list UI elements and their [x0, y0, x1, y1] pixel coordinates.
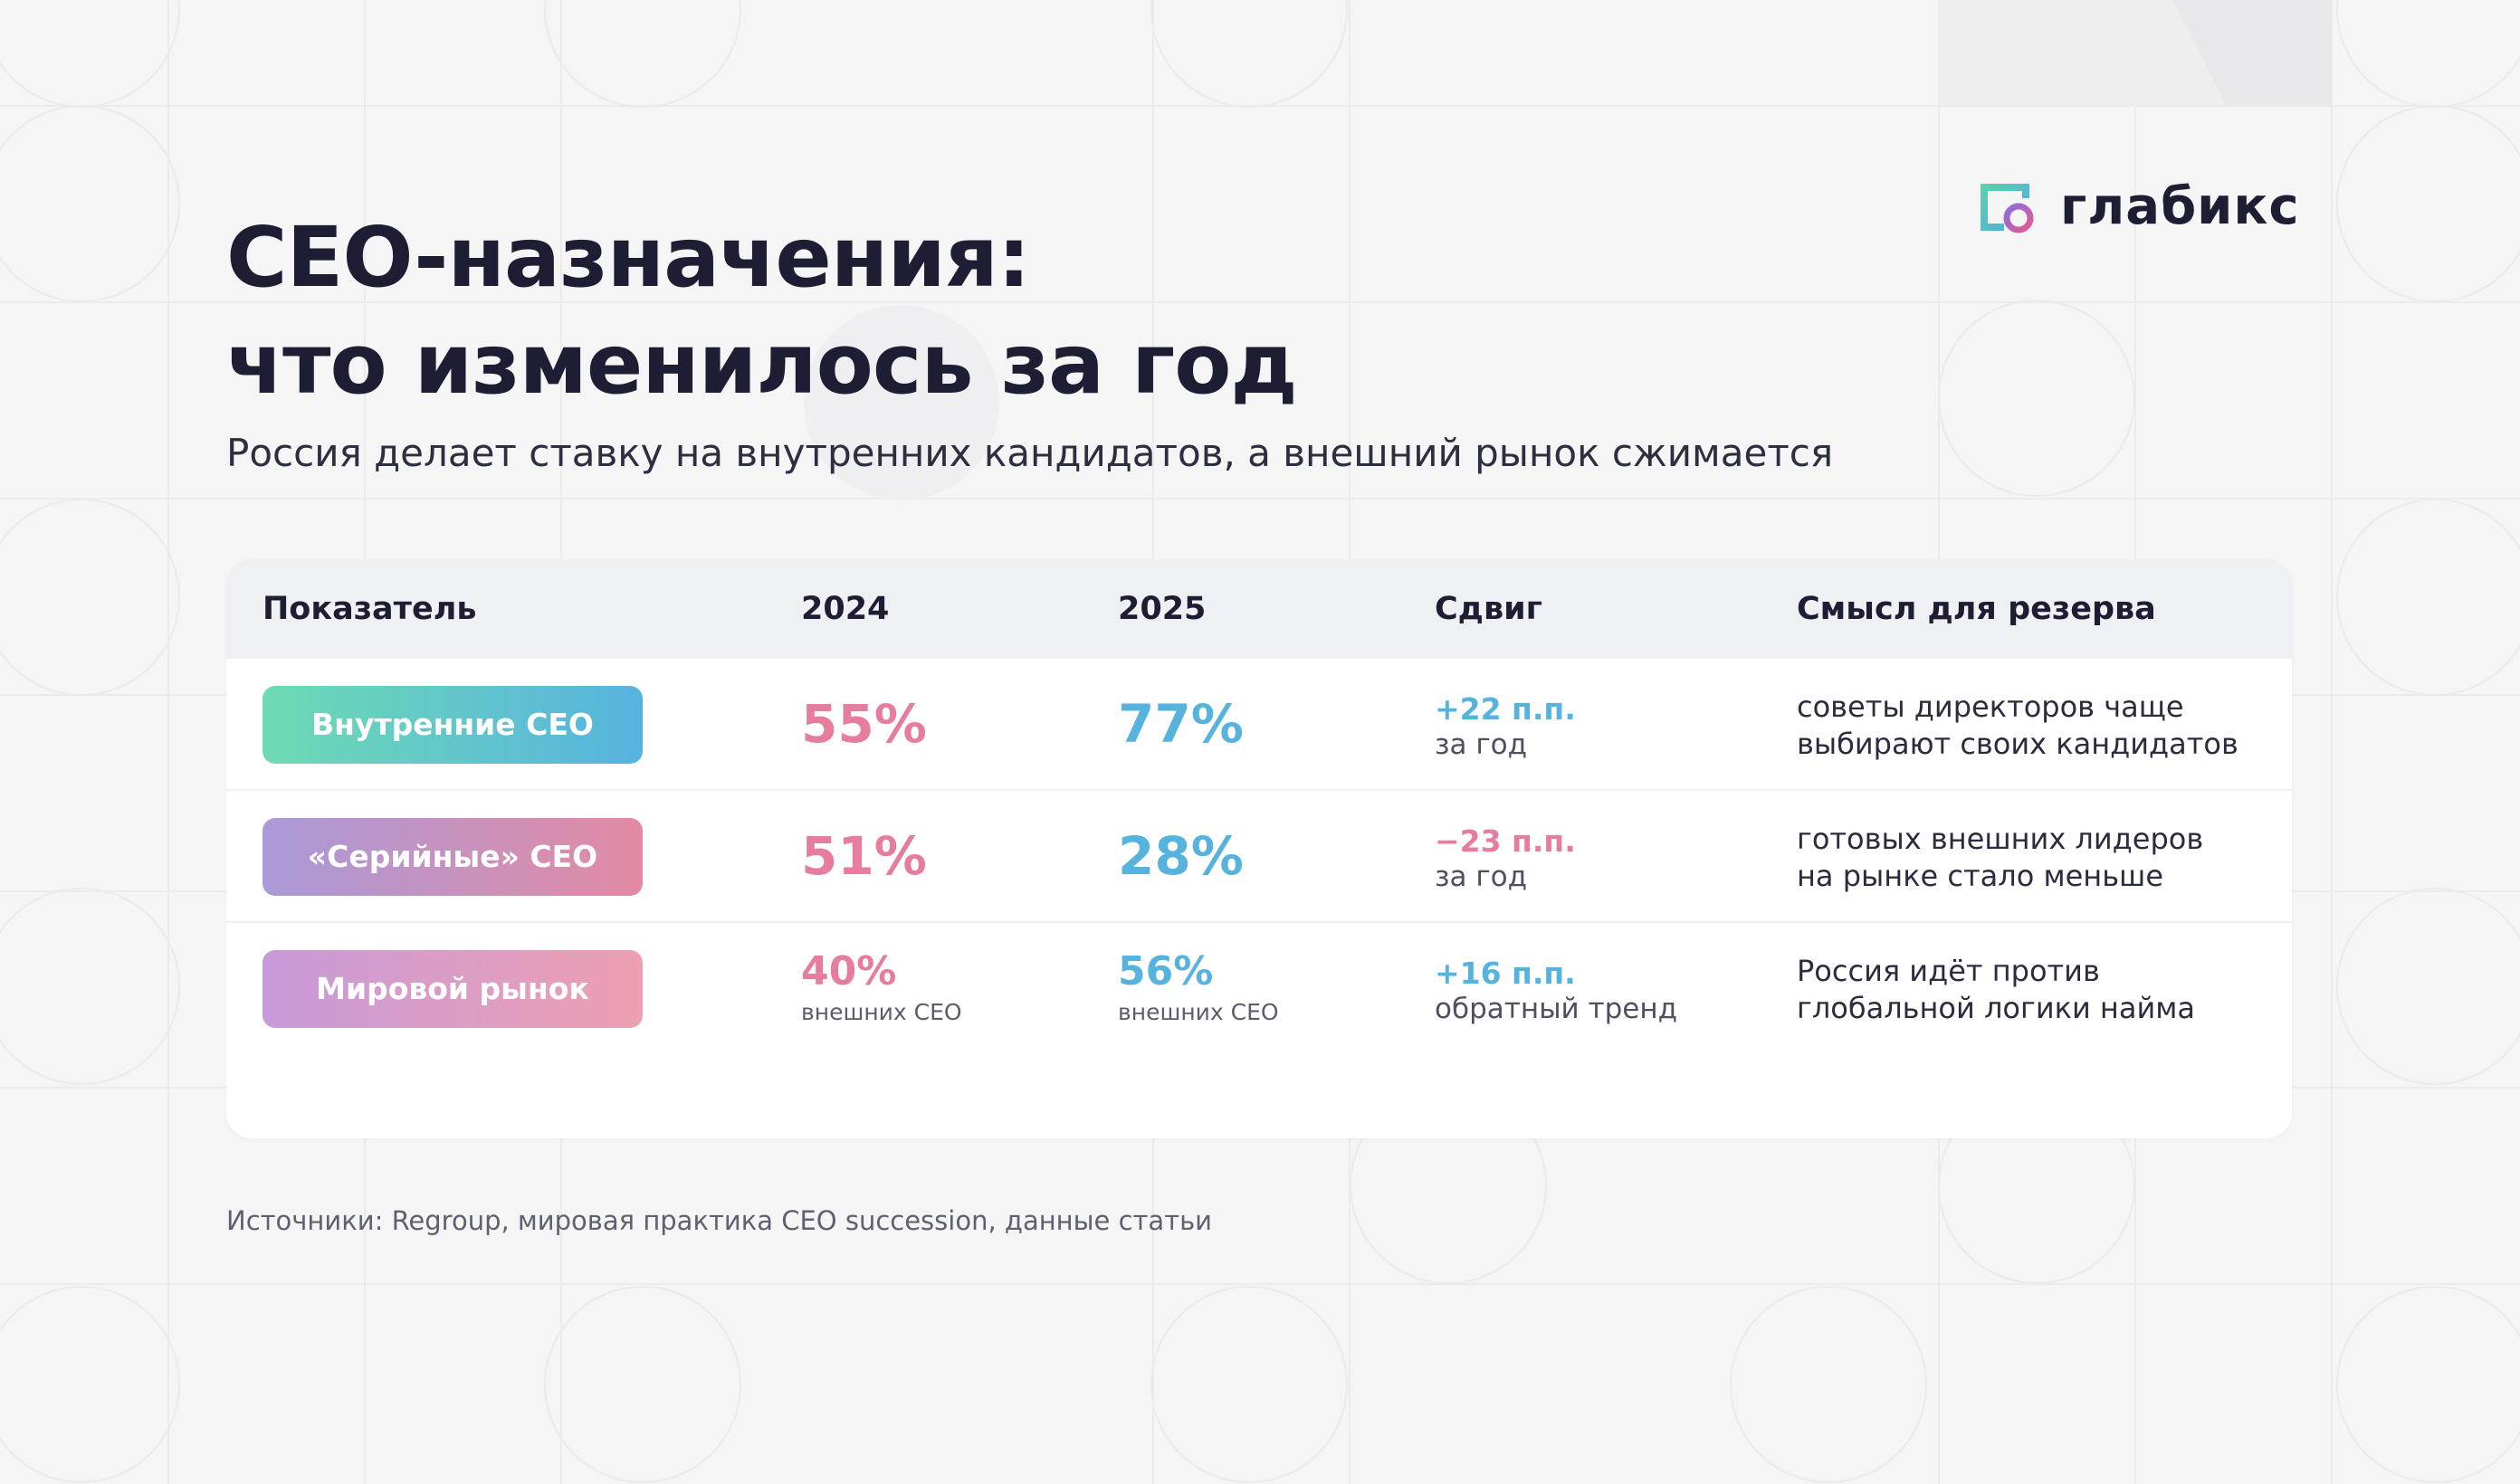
value-2024-note: внешних CEO: [801, 999, 962, 1025]
header-2024: 2024: [801, 591, 890, 627]
value-2025-note: внешних CEO: [1118, 999, 1279, 1025]
comparison-table: Показатель 2024 2025 Сдвиг Смысл для рез…: [226, 559, 2292, 1138]
source-note: Источники: Regroup, мировая практика CEO…: [226, 1205, 1213, 1236]
header-meaning: Смысл для резерва: [1797, 591, 2156, 627]
table-row: Мировой рынок 40% внешних CEO 56% внешни…: [226, 923, 2292, 1055]
header-2025: 2025: [1118, 591, 1207, 627]
indicator-pill: «Серийные» CEO: [262, 818, 643, 896]
title-line-1: CEO-назначения:: [226, 209, 1031, 306]
page-subtitle: Россия делает ставку на внутренних канди…: [226, 431, 1834, 475]
meaning-text: советы директоров чаще выбирают своих ка…: [1797, 689, 2238, 763]
shift-value: −23 п.п.: [1435, 823, 1576, 859]
value-2025: 56%: [1118, 948, 1214, 994]
shift-note: обратный тренд: [1435, 993, 1678, 1025]
shift-note: за год: [1435, 728, 1528, 761]
table-row: Внутренние CEO 55% 77% +22 п.п. за год с…: [226, 659, 2292, 791]
meaning-line-1: готовых внешних лидеров: [1797, 822, 2204, 856]
page-title: CEO-назначения: что изменилось за год: [226, 205, 1298, 418]
meaning-line-2: глобальной логики найма: [1797, 991, 2195, 1025]
value-2024: 40%: [801, 948, 897, 994]
shift-value: +16 п.п.: [1435, 956, 1576, 991]
header-shift: Сдвиг: [1435, 591, 1542, 627]
table-header: Показатель 2024 2025 Сдвиг Смысл для рез…: [226, 559, 2292, 659]
value-2025: 28%: [1118, 825, 1244, 887]
table-row: «Серийные» CEO 51% 28% −23 п.п. за год г…: [226, 791, 2292, 923]
brand-logo[interactable]: глабикс: [1977, 177, 2300, 236]
value-2025: 77%: [1118, 693, 1244, 755]
meaning-line-1: советы директоров чаще: [1797, 690, 2184, 724]
value-2024: 55%: [801, 693, 927, 755]
indicator-pill: Мировой рынок: [262, 950, 643, 1028]
meaning-text: готовых внешних лидеров на рынке стало м…: [1797, 821, 2203, 895]
glabix-logo-icon: [1981, 183, 2034, 233]
brand-name: глабикс: [2060, 177, 2300, 236]
value-2024: 51%: [801, 825, 927, 887]
meaning-line-1: Россия идёт против: [1797, 954, 2100, 988]
meaning-text: Россия идёт против глобальной логики най…: [1797, 953, 2195, 1027]
meaning-line-2: выбирают своих кандидатов: [1797, 727, 2238, 761]
title-line-2: что изменилось за год: [226, 316, 1298, 413]
indicator-pill: Внутренние CEO: [262, 686, 643, 764]
header-indicator: Показатель: [262, 591, 477, 627]
shift-value: +22 п.п.: [1435, 691, 1576, 727]
meaning-line-2: на рынке стало меньше: [1797, 859, 2164, 893]
shift-note: за год: [1435, 861, 1528, 893]
